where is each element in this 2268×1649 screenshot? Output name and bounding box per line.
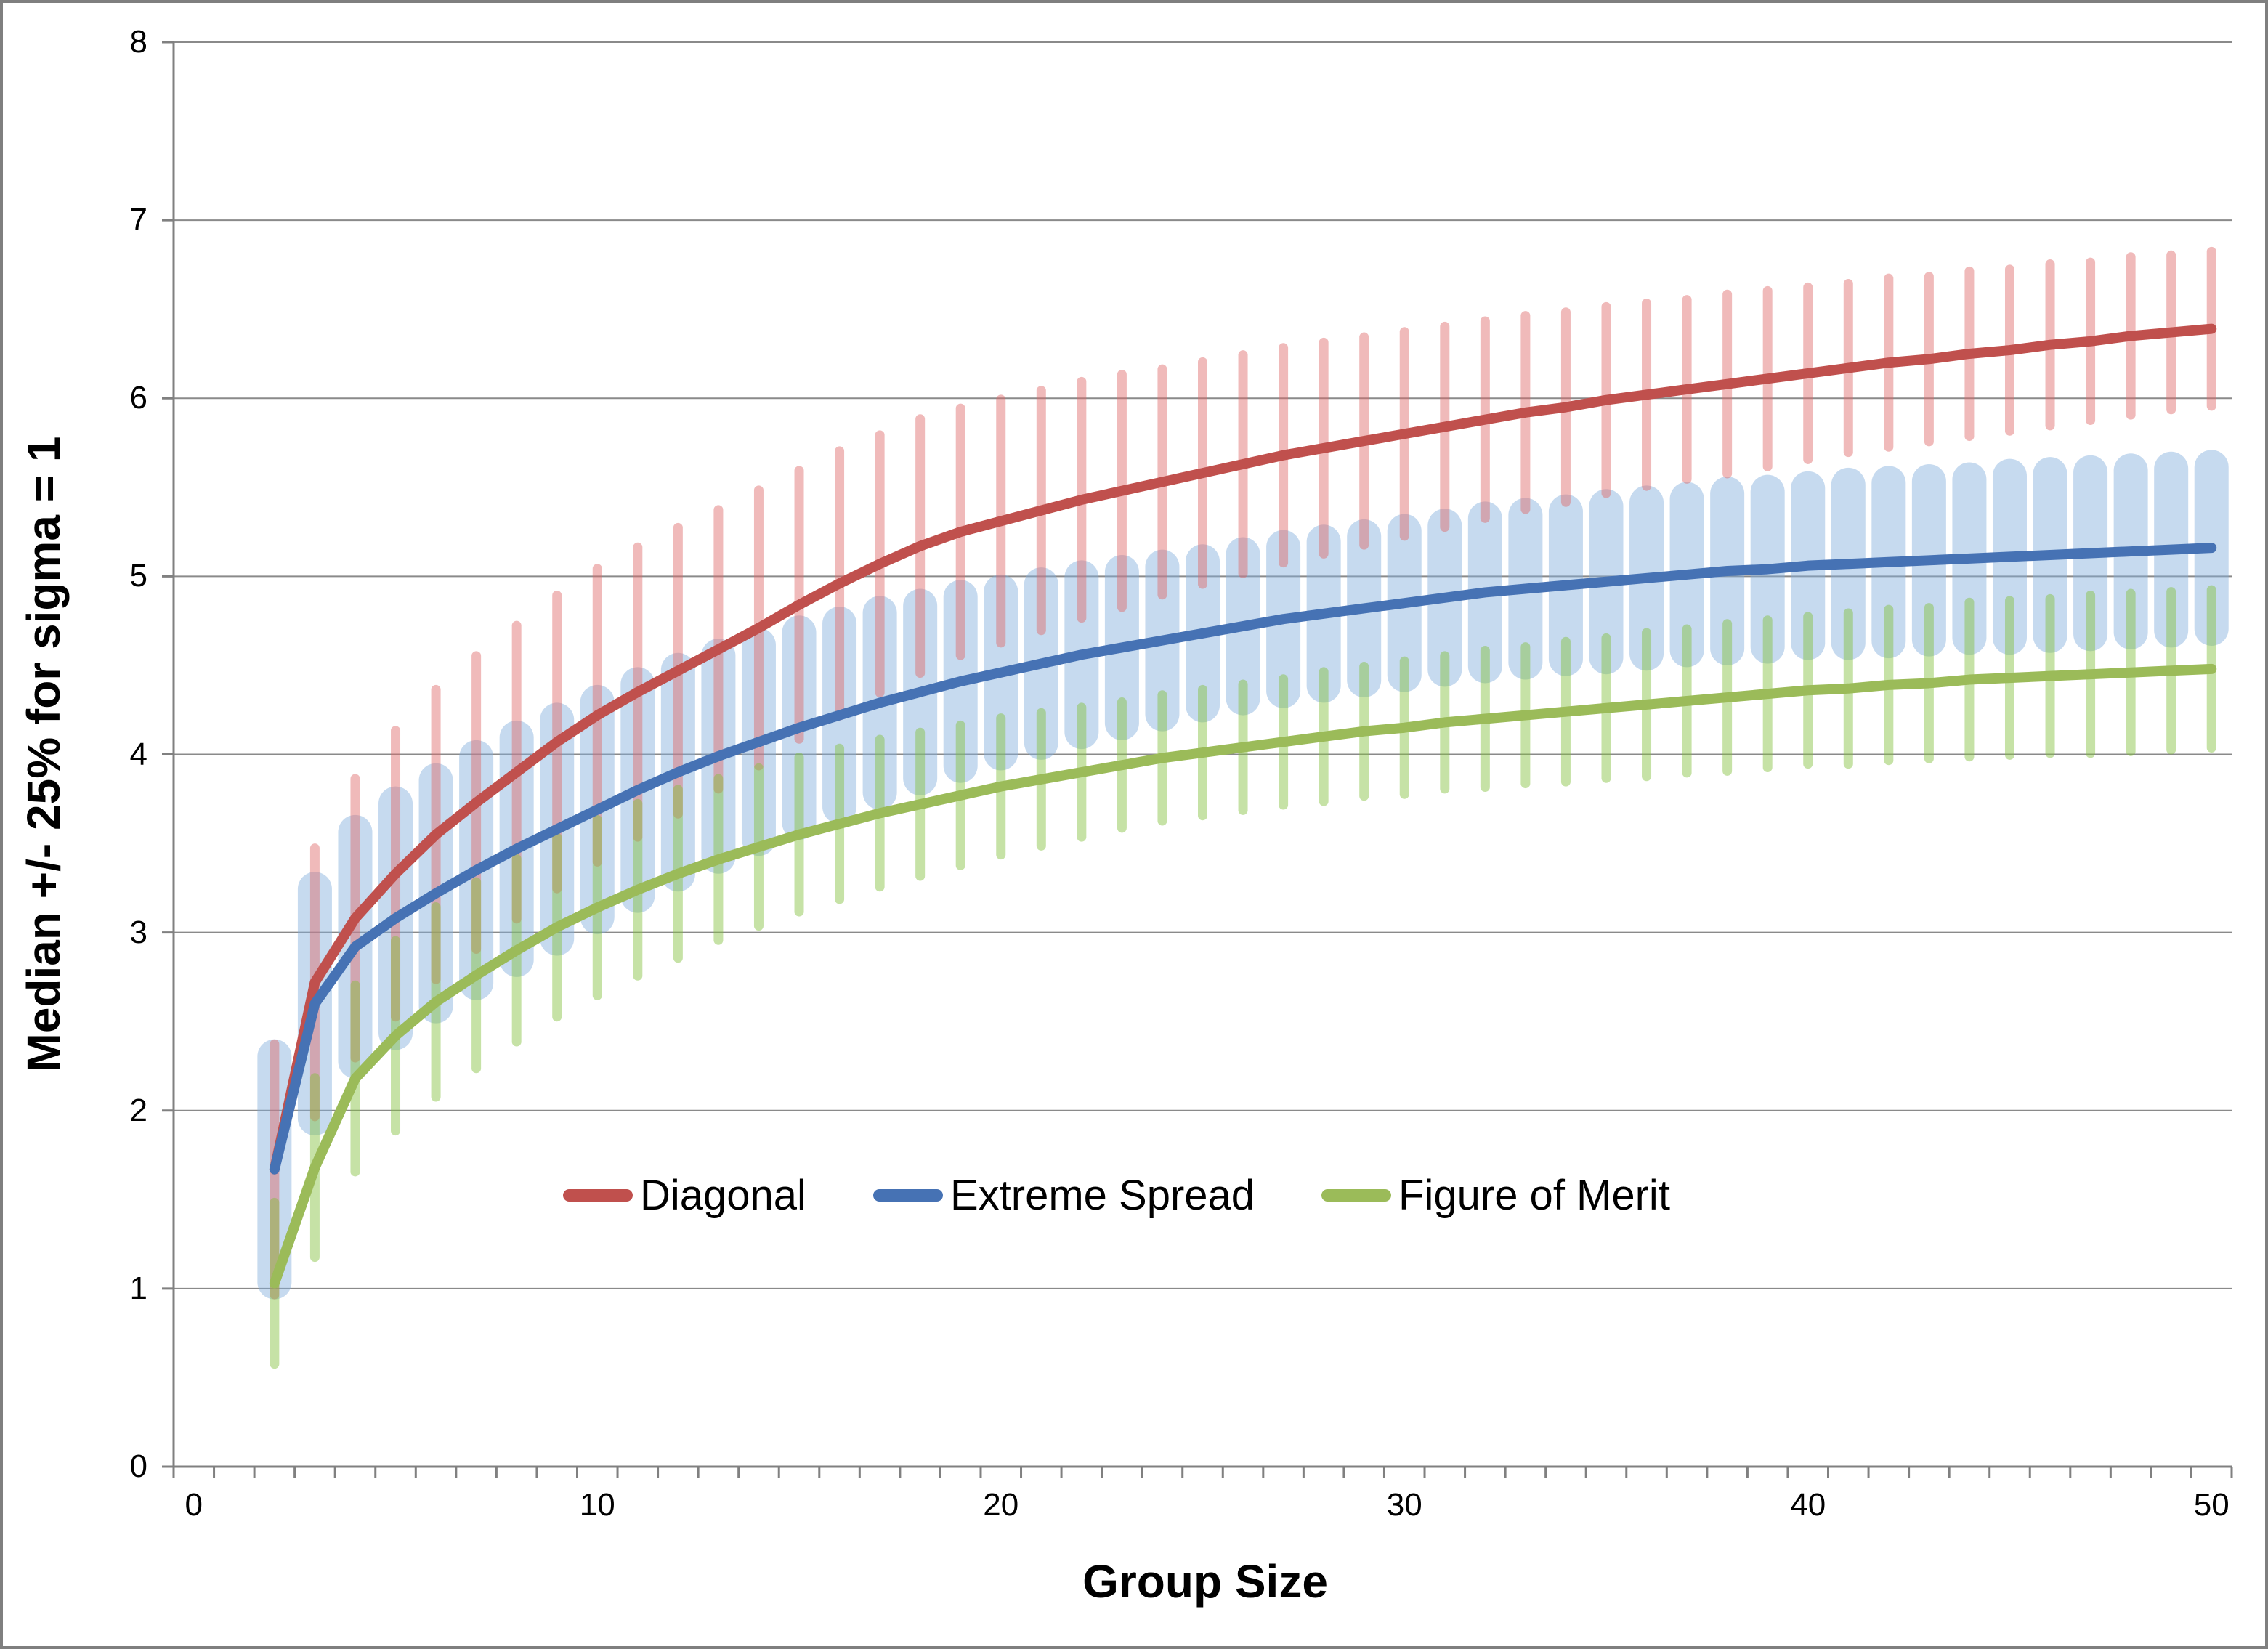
legend-label: Extreme Spread [949, 1172, 1255, 1219]
legend-item-extreme-spread: Extreme Spread [872, 1171, 1255, 1220]
y-tick-label-5: 5 [129, 558, 147, 594]
y-tick-label-6: 6 [129, 380, 147, 416]
x-axis-title: Group Size [1082, 1555, 1328, 1608]
x-tick-label-0: 0 [185, 1487, 203, 1523]
x-tick-label-10: 10 [579, 1487, 615, 1523]
y-tick-label-8: 8 [129, 24, 147, 60]
x-tick-label-30: 30 [1386, 1487, 1422, 1523]
legend-item-figure-of-merit: Figure of Merit [1321, 1171, 1670, 1220]
y-tick-label-0: 0 [129, 1449, 147, 1484]
series-line-extreme-spread [269, 543, 2217, 1175]
legend: Diagonal Extreme Spread Figure of Merit [563, 1171, 1670, 1220]
y-tick-label-7: 7 [129, 202, 147, 238]
series-line-diagonal [269, 323, 2217, 1175]
legend-item-diagonal: Diagonal [563, 1171, 806, 1220]
legend-label: Figure of Merit [1398, 1172, 1670, 1219]
x-tick-label-20: 20 [983, 1487, 1019, 1523]
legend-swatch-icon [1321, 1189, 1392, 1202]
y-tick-label-1: 1 [129, 1270, 147, 1306]
legend-swatch-icon [872, 1189, 943, 1202]
x-tick-label-40: 40 [1790, 1487, 1826, 1523]
y-tick-label-2: 2 [129, 1092, 147, 1128]
series-line-figure-of-merit [269, 663, 2217, 1289]
y-tick-label-4: 4 [129, 736, 147, 772]
legend-label: Diagonal [640, 1172, 806, 1219]
x-tick-label-50: 50 [2193, 1487, 2229, 1523]
legend-swatch-icon [563, 1189, 633, 1202]
y-tick-label-3: 3 [129, 914, 147, 950]
